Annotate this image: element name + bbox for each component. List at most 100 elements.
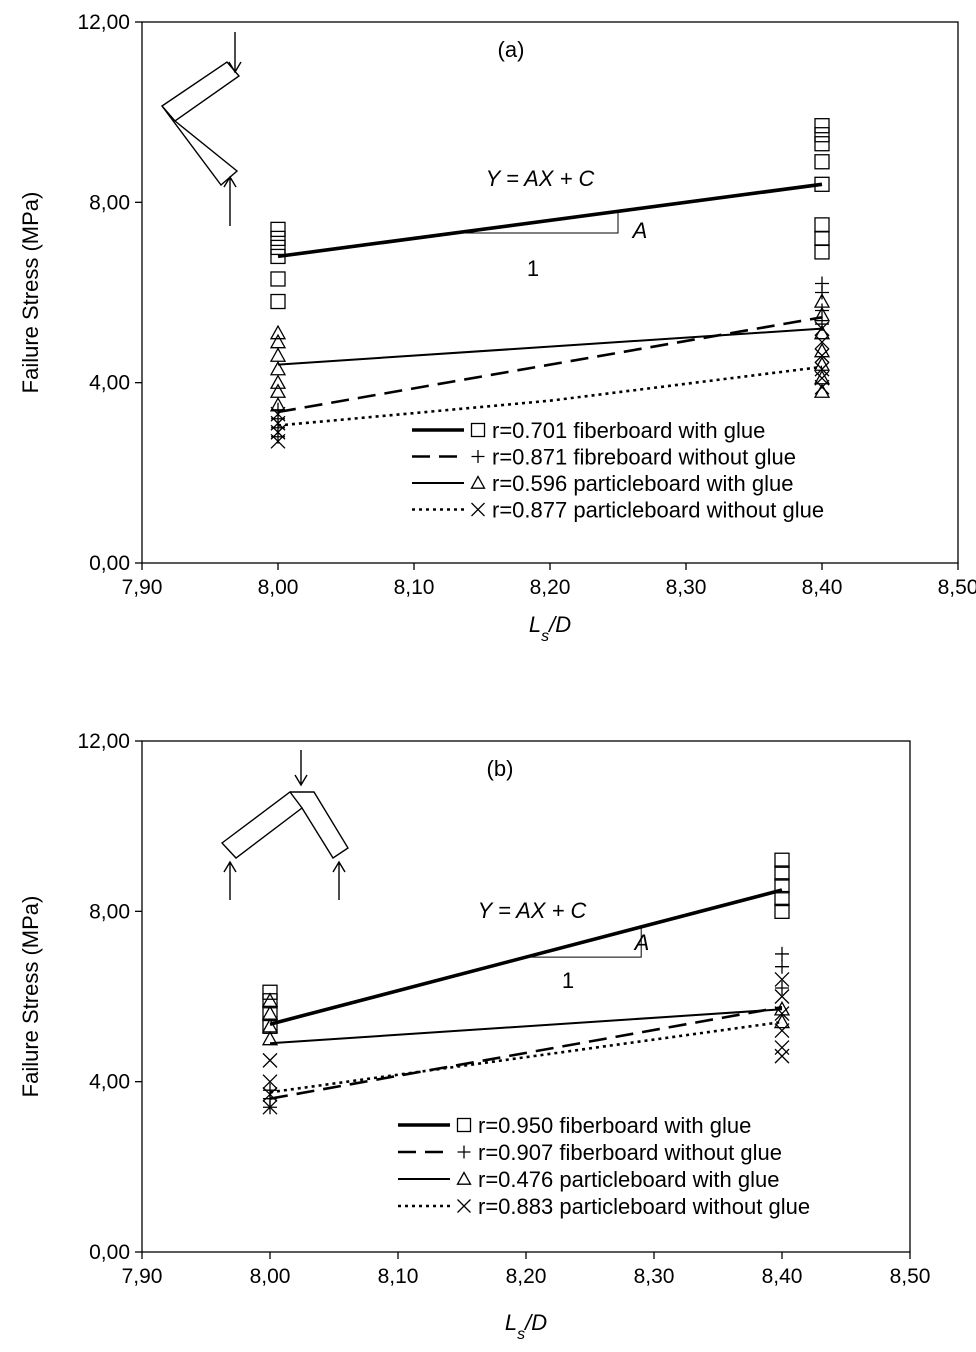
data-point-series-1	[815, 285, 829, 300]
load-arrow-right	[332, 860, 346, 900]
joint-member-right	[290, 791, 349, 859]
data-point-series-1	[775, 946, 789, 961]
legend-entry-series-3: r=0.877 particleboard without glue	[492, 498, 824, 523]
data-point-series-3	[814, 321, 830, 337]
data-point-series-3	[774, 972, 790, 987]
data-point-series-3	[262, 1074, 278, 1090]
data-point-series-3	[774, 1040, 790, 1056]
x-tick-label: 8,50	[890, 1265, 931, 1288]
x-tick-label: 8,30	[634, 1265, 675, 1288]
y-tick-label: 8,00	[89, 900, 130, 923]
fit-line-series-2	[269, 1008, 783, 1045]
slope-triangle	[526, 926, 642, 958]
legend-entry-series-1: r=0.907 fiberboard without glue	[478, 1140, 782, 1165]
x-tick-label: 8,30	[666, 576, 707, 599]
equation-label: Y = AX + C	[486, 166, 595, 191]
legend-entry-series-1: r=0.871 fibreboard without glue	[492, 445, 796, 470]
data-point-series-3	[774, 1048, 790, 1064]
run-label: 1	[527, 256, 539, 281]
chart-panel-a: 7,90 8,00 8,10 8,20 8,30 8,40 8,50 0,00 4,00 8,00…	[18, 11, 976, 645]
data-point-series-2	[261, 1005, 279, 1020]
inverted-l-joint-loading-icon	[160, 32, 242, 226]
data-point-series-0	[774, 903, 790, 919]
data-point-series-0	[774, 878, 790, 894]
y-tick-label: 0,00	[89, 552, 130, 575]
data-point-series-2	[813, 306, 831, 322]
legend-marker-series-0	[456, 1117, 472, 1133]
data-point-series-1	[815, 303, 829, 318]
data-point-series-2	[261, 992, 279, 1008]
x-tick-label: 8,40	[762, 1265, 803, 1288]
fit-line-series-1	[277, 316, 823, 414]
chart-panel-b: 7,90 8,00 8,10 8,20 8,30 8,40 8,50 0,00 4,00 8,00…	[18, 730, 930, 1343]
y-tick-label: 8,00	[89, 191, 130, 214]
data-point-series-0	[270, 293, 286, 310]
slope-triangle	[454, 211, 619, 234]
legend-marker-series-3	[457, 1199, 471, 1213]
data-point-series-0	[774, 890, 790, 907]
data-point-series-3	[262, 1099, 278, 1115]
legend-marker-series-1	[457, 1145, 471, 1159]
x-tick-label: 8,10	[378, 1265, 419, 1288]
data-point-series-0	[814, 217, 830, 233]
data-point-series-0	[774, 852, 790, 868]
data-point-series-2	[261, 1030, 279, 1046]
joint-member-lower	[161, 105, 239, 187]
x-tick-label: 8,40	[802, 576, 843, 599]
joint-member-left	[220, 791, 303, 859]
fit-line-series-2	[277, 327, 823, 366]
x-tick-label: 8,20	[506, 1265, 547, 1288]
x-tick-label: 7,90	[122, 576, 163, 599]
joint-member-upper	[160, 61, 241, 122]
data-point-series-3	[262, 1052, 278, 1068]
data-point-series-0	[814, 154, 830, 170]
load-arrow-top	[228, 32, 242, 74]
data-point-series-0	[814, 230, 830, 247]
legend-entry-series-2: r=0.476 particleboard with glue	[478, 1167, 779, 1192]
data-point-series-2	[269, 347, 287, 362]
x-tick-label: 8,10	[394, 576, 435, 599]
legend-entry-series-0: r=0.950 fiberboard with glue	[478, 1113, 751, 1138]
chart-title: (a)	[498, 37, 525, 62]
data-point-series-0	[814, 244, 830, 260]
x-tick-label: 7,90	[122, 1265, 163, 1288]
data-point-series-0	[774, 865, 790, 881]
data-point-series-0	[814, 118, 830, 134]
x-axis-label: Ls/D	[505, 1310, 547, 1343]
x-tick-label: 8,50	[938, 576, 976, 599]
legend-marker-series-1	[471, 450, 485, 463]
data-point-series-0	[814, 136, 830, 152]
data-point-series-0	[262, 984, 278, 1000]
y-tick-label: 12,00	[77, 11, 130, 34]
legend-marker-series-3	[471, 502, 485, 517]
y-tick-label: 12,00	[77, 730, 130, 753]
data-point-series-3	[814, 348, 830, 364]
legend-entry-series-0: r=0.701 fiberboard with glue	[492, 418, 765, 443]
data-point-series-3	[270, 433, 286, 449]
data-point-series-0	[270, 230, 286, 247]
slope-label: A	[633, 930, 650, 955]
data-point-series-2	[269, 383, 287, 398]
x-tick-label: 8,00	[258, 576, 299, 599]
run-label: 1	[562, 968, 574, 993]
data-point-series-0	[270, 221, 286, 238]
load-arrow-bottom	[223, 175, 237, 226]
data-point-series-0	[270, 248, 286, 265]
data-point-series-2	[269, 396, 287, 412]
x-axis-label: Ls/D	[529, 612, 571, 645]
v-joint-loading-icon	[220, 750, 349, 900]
data-point-series-2	[269, 324, 287, 340]
legend-entry-series-3: r=0.883 particleboard without glue	[478, 1194, 810, 1219]
fit-line-series-0	[277, 182, 823, 259]
data-point-series-3	[774, 1023, 790, 1039]
y-axis-label: Failure Stress (MPa)	[18, 896, 43, 1098]
load-arrow-top	[294, 750, 308, 787]
data-point-series-3	[262, 1086, 278, 1102]
legend-marker-series-2	[470, 475, 486, 489]
y-tick-label: 4,00	[89, 372, 130, 395]
data-point-series-3	[814, 334, 830, 350]
y-axis-label: Failure Stress (MPa)	[18, 192, 43, 394]
legend-marker-series-0	[470, 422, 486, 438]
load-arrow-left	[223, 860, 237, 900]
data-point-series-0	[270, 271, 286, 287]
